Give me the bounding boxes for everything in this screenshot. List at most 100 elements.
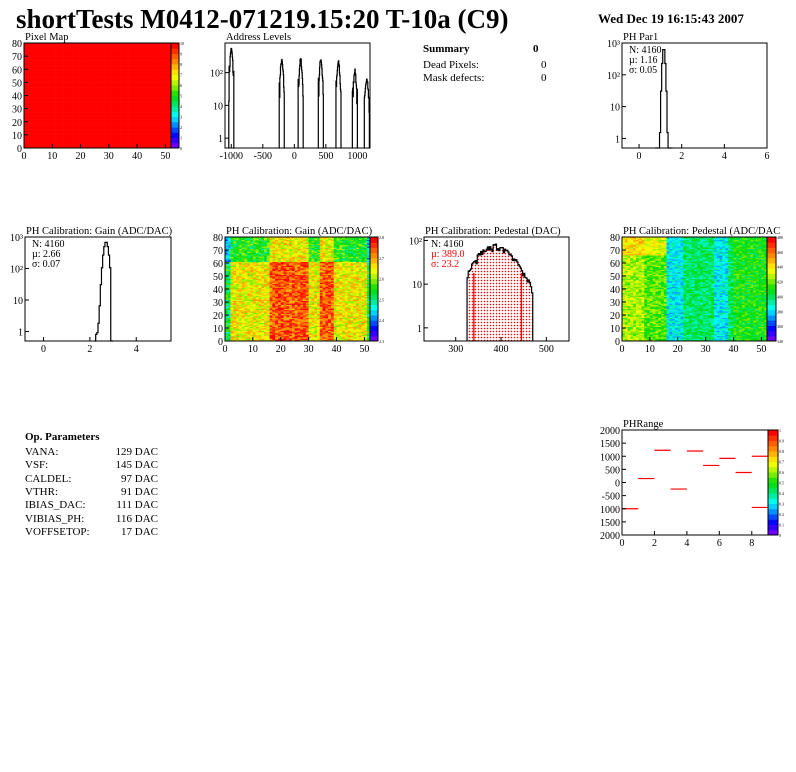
colorbar-cell	[171, 48, 179, 54]
heatmap-cell	[91, 120, 95, 123]
heatmap-cell	[139, 115, 144, 117]
heatmap-cell	[55, 121, 59, 124]
heatmap-cell	[148, 115, 152, 117]
heatmap-cell	[151, 75, 155, 78]
heatmap-cell	[60, 73, 64, 75]
heatmap-cell	[26, 111, 30, 113]
heatmap-cell	[168, 111, 172, 113]
heatmap-cell	[111, 69, 115, 71]
heatmap-cell	[103, 107, 107, 109]
heatmap-cell	[35, 116, 39, 119]
heatmap-cell	[38, 91, 42, 94]
heatmap-cell	[69, 78, 73, 81]
heatmap-cell	[72, 92, 76, 95]
heatmap-cell	[134, 102, 138, 104]
heatmap-cell	[162, 119, 166, 121]
heatmap-cell	[168, 57, 172, 60]
heatmap-cell	[40, 67, 45, 70]
heatmap-cell	[145, 50, 149, 53]
heatmap-cell	[122, 109, 127, 112]
heatmap-cell	[63, 113, 67, 116]
heatmap-cell	[74, 60, 79, 62]
heatmap-cell	[114, 133, 118, 136]
heatmap-cell	[137, 137, 141, 140]
heatmap-cell	[63, 125, 67, 128]
heatmap-cell	[100, 52, 104, 54]
heatmap-cell	[52, 130, 56, 133]
heatmap-cell	[91, 81, 95, 83]
heatmap-cell	[241, 294, 245, 296]
heatmap-cell	[74, 79, 79, 82]
heatmap-cell	[83, 127, 87, 129]
heatmap-cell	[40, 133, 45, 136]
heatmap-cell	[94, 127, 98, 129]
heatmap-cell	[77, 90, 81, 92]
heatmap-cell	[142, 44, 146, 46]
heatmap-cell	[89, 102, 93, 104]
heatmap-cell	[83, 67, 87, 70]
heatmap-cell	[247, 292, 251, 295]
heatmap-cell	[139, 125, 144, 128]
heatmap-cell	[69, 87, 73, 90]
heatmap-cell	[52, 94, 56, 96]
heatmap-cell	[165, 100, 169, 103]
heatmap-cell	[26, 61, 30, 63]
heatmap-cell	[86, 65, 90, 67]
heatmap-cell	[105, 86, 110, 88]
heatmap-cell	[128, 142, 132, 145]
heatmap-cell	[46, 79, 50, 82]
heatmap-cell	[46, 124, 50, 126]
heatmap-cell	[89, 103, 93, 105]
heatmap-cell	[60, 56, 64, 58]
heatmap-cell	[159, 104, 163, 107]
heatmap-cell	[134, 146, 138, 149]
heatmap-cell	[236, 264, 240, 266]
heatmap-cell	[24, 62, 28, 65]
heatmap-cell	[83, 69, 87, 71]
heatmap-cell	[238, 317, 243, 320]
heatmap-cell	[125, 66, 129, 69]
heatmap-cell	[122, 120, 127, 123]
heatmap-cell	[105, 137, 110, 140]
heatmap-cell	[89, 128, 93, 130]
heatmap-cell	[125, 107, 129, 109]
heatmap-cell	[151, 130, 155, 133]
heatmap-cell	[49, 50, 53, 53]
heatmap-cell	[244, 285, 248, 287]
heatmap-cell	[168, 98, 172, 100]
heatmap-cell	[236, 244, 240, 247]
heatmap-cell	[225, 333, 229, 335]
heatmap-cell	[142, 120, 146, 123]
heatmap-cell	[244, 309, 248, 312]
heatmap-cell	[74, 109, 79, 112]
heatmap-cell	[227, 272, 231, 274]
heatmap-cell	[139, 62, 144, 65]
heatmap-cell	[24, 119, 28, 121]
heatmap-cell	[63, 129, 67, 132]
heatmap-cell	[60, 111, 64, 113]
heatmap-cell	[120, 130, 124, 133]
heatmap-cell	[72, 125, 76, 128]
heatmap-cell	[148, 85, 152, 87]
heatmap-cell	[77, 128, 81, 130]
heatmap-cell	[151, 117, 155, 120]
op-param-label: VIBIAS_PH:	[25, 512, 85, 525]
heatmap-cell	[52, 100, 56, 103]
heatmap-cell	[77, 130, 81, 133]
heatmap-cell	[38, 56, 42, 58]
heatmap-cell	[24, 57, 28, 60]
heatmap-cell	[83, 74, 87, 77]
heatmap-cell	[74, 106, 79, 108]
heatmap-cell	[52, 43, 56, 45]
heatmap-cell	[128, 58, 132, 61]
heatmap-cell	[83, 62, 87, 65]
heatmap-cell	[63, 111, 67, 113]
heatmap-cell	[122, 90, 127, 92]
heatmap-cell	[154, 119, 158, 121]
heatmap-cell	[117, 57, 121, 60]
heatmap-cell	[148, 95, 152, 98]
heatmap-cell	[159, 50, 163, 53]
heatmap-cell	[125, 102, 129, 104]
heatmap-cell	[145, 44, 149, 46]
heatmap-cell	[63, 44, 67, 46]
